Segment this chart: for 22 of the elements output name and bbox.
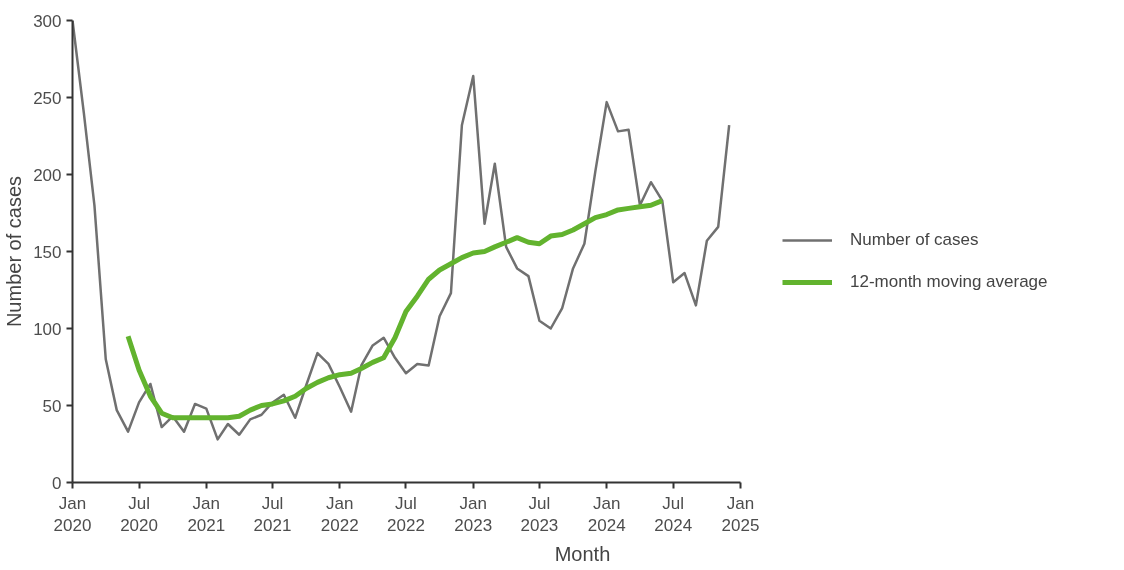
- x-tick-label: Jan 2025: [721, 493, 760, 536]
- x-tick-label: Jul 2020: [120, 493, 158, 536]
- y-axis-title: Number of cases: [3, 175, 26, 328]
- x-tick-label: Jan 2020: [53, 493, 92, 536]
- y-tick-label: 50: [42, 396, 62, 416]
- x-tick-label: Jul 2022: [387, 493, 425, 536]
- x-tick-label: Jan 2021: [187, 493, 226, 536]
- x-axis-title: Month: [554, 543, 611, 566]
- y-tick-label: 0: [52, 473, 62, 493]
- x-tick-label: Jan 2023: [454, 493, 493, 536]
- y-tick-label: 300: [33, 11, 62, 31]
- legend-label: Number of cases: [850, 230, 979, 250]
- y-tick-label: 100: [33, 319, 62, 339]
- x-tick-label: Jan 2022: [320, 493, 359, 536]
- x-tick-label: Jul 2023: [520, 493, 559, 536]
- x-tick-label: Jul 2021: [253, 493, 292, 536]
- x-tick-label: Jul 2024: [654, 493, 693, 536]
- legend-label: 12-month moving average: [850, 272, 1048, 292]
- y-tick-label: 250: [33, 88, 62, 108]
- y-tick-label: 150: [33, 242, 62, 262]
- y-tick-label: 200: [33, 165, 62, 185]
- x-tick-label: Jan 2024: [587, 493, 626, 536]
